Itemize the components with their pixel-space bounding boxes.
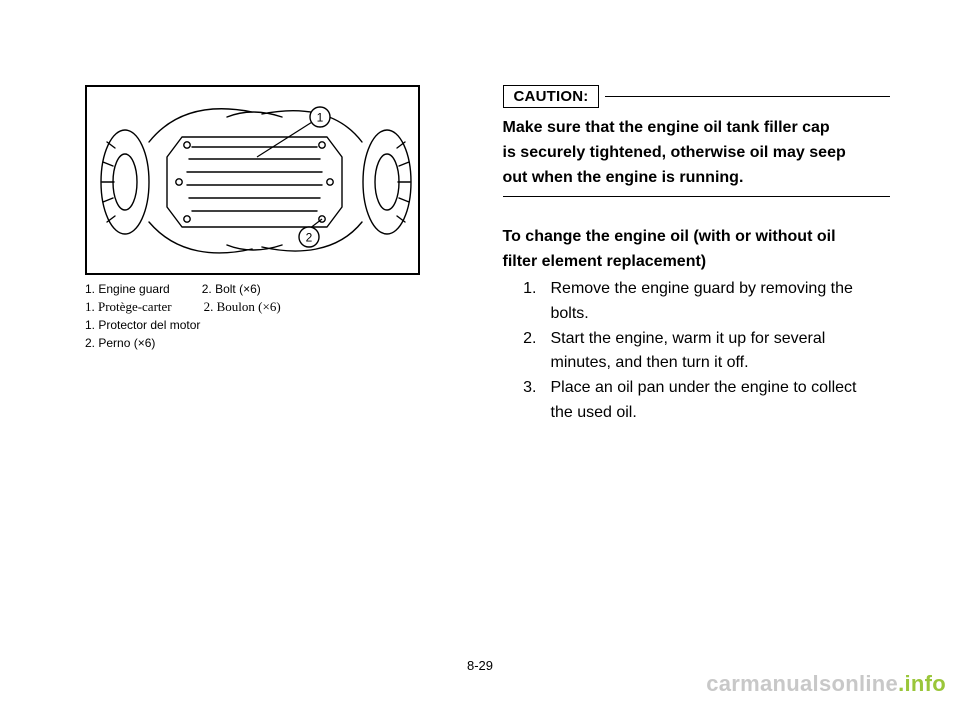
section-title-l1: To change the engine oil (with or withou…	[503, 225, 891, 250]
step-1-l2: bolts.	[551, 302, 891, 327]
page: 1 2 1. Engine guard 2. Bolt (×6) 1. Prot…	[0, 0, 960, 703]
watermark: carmanualsonline.info	[706, 671, 946, 697]
step-2-num: 2.	[503, 327, 537, 377]
left-column: 1 2 1. Engine guard 2. Bolt (×6) 1. Prot…	[85, 85, 473, 643]
step-3-txt: Place an oil pan under the engine to col…	[551, 376, 891, 426]
caution-text-l2: is securely tightened, otherwise oil may…	[503, 141, 891, 166]
caption-es-1: 1. Protector del motor	[85, 317, 420, 334]
caption-fr-2: 2. Boulon (×6)	[204, 298, 281, 317]
caption-en: 1. Engine guard 2. Bolt (×6)	[85, 281, 420, 298]
right-column: CAUTION: Make sure that the engine oil t…	[503, 85, 891, 643]
figure-illustration: 1 2	[87, 87, 420, 275]
caution-label: CAUTION:	[503, 85, 600, 108]
watermark-gray: carmanualsonline	[706, 671, 898, 696]
callout-2: 2	[306, 231, 313, 245]
caution-header: CAUTION:	[503, 85, 891, 108]
step-3-num: 3.	[503, 376, 537, 426]
content: 1 2 1. Engine guard 2. Bolt (×6) 1. Prot…	[85, 85, 890, 643]
figure-frame: 1 2	[85, 85, 420, 275]
divider	[503, 196, 891, 197]
step-2-txt: Start the engine, warm it up for several…	[551, 327, 891, 377]
step-2: 2. Start the engine, warm it up for seve…	[503, 327, 891, 377]
step-2-l2: minutes, and then turn it off.	[551, 351, 891, 376]
section-title-l2: filter element replacement)	[503, 250, 891, 275]
step-3-l2: the used oil.	[551, 401, 891, 426]
step-1-txt: Remove the engine guard by removing the …	[551, 277, 891, 327]
step-3: 3. Place an oil pan under the engine to …	[503, 376, 891, 426]
steps-list: 1. Remove the engine guard by removing t…	[503, 277, 891, 426]
caution-text-l1: Make sure that the engine oil tank fille…	[503, 116, 891, 141]
caution-text-l3: out when the engine is running.	[503, 166, 891, 191]
step-1-l1: Remove the engine guard by removing the	[551, 277, 891, 302]
step-2-l1: Start the engine, warm it up for several	[551, 327, 891, 352]
caption-en-2: 2. Bolt (×6)	[202, 281, 261, 298]
callout-1: 1	[317, 111, 324, 125]
step-1-num: 1.	[503, 277, 537, 327]
caption-fr: 1. Protège-carter 2. Boulon (×6)	[85, 298, 420, 317]
caption-es-2: 2. Perno (×6)	[85, 335, 420, 352]
caution-rule	[605, 96, 890, 97]
watermark-green: .info	[898, 671, 946, 696]
figure-captions: 1. Engine guard 2. Bolt (×6) 1. Protège-…	[85, 281, 420, 352]
step-3-l1: Place an oil pan under the engine to col…	[551, 376, 891, 401]
step-1: 1. Remove the engine guard by removing t…	[503, 277, 891, 327]
caption-en-1: 1. Engine guard	[85, 281, 170, 298]
caption-fr-1: 1. Protège-carter	[85, 298, 172, 317]
